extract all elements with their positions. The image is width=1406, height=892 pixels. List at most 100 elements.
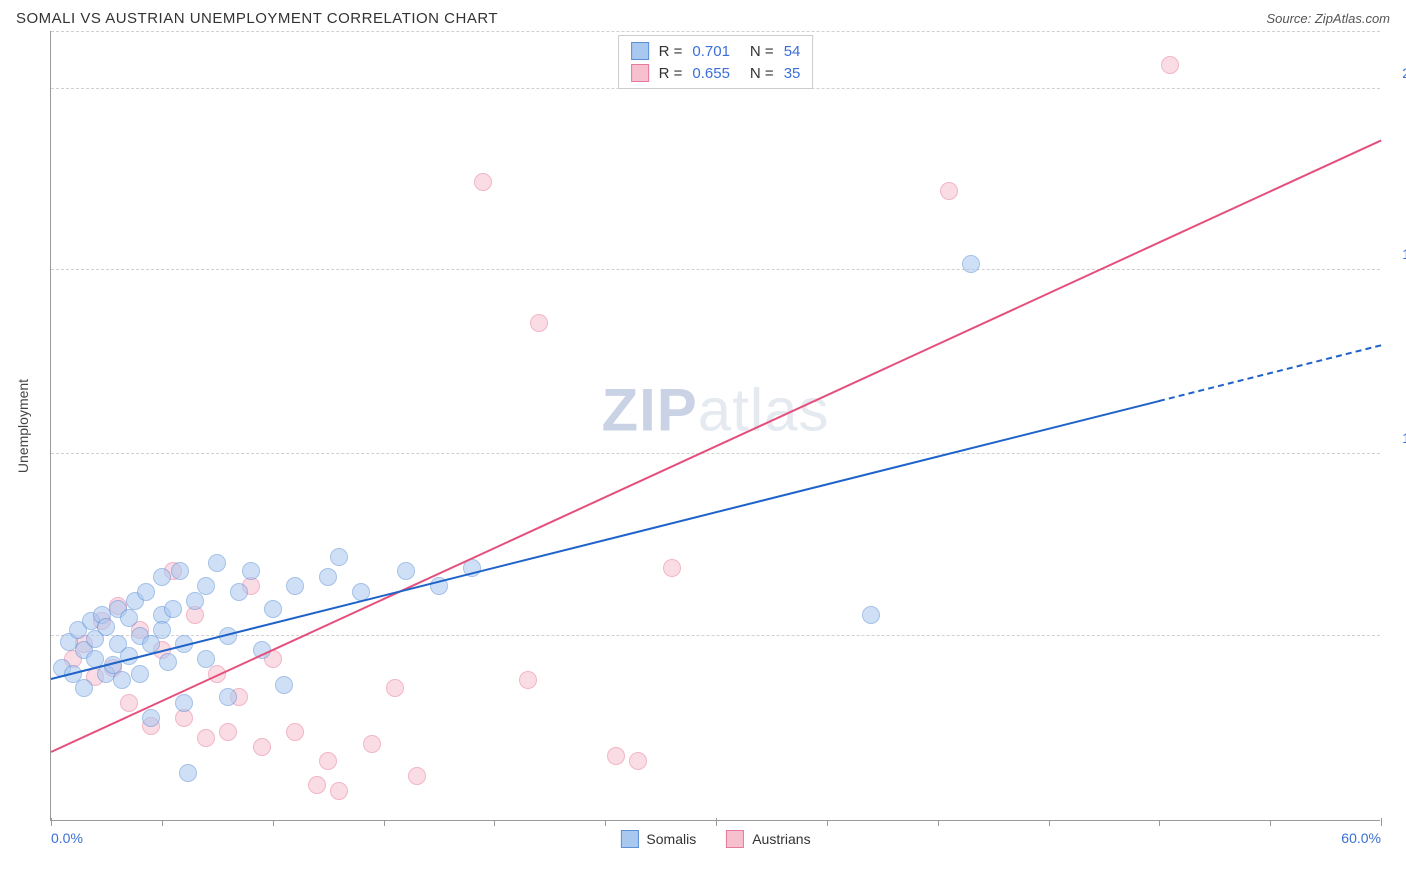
data-point [253,738,271,756]
legend-n-label: N = [750,43,774,60]
legend-swatch [620,830,638,848]
ytick-label: 25.0% [1402,65,1406,81]
data-point [75,679,93,697]
data-point [230,583,248,601]
data-point [663,559,681,577]
watermark-bold: ZIP [601,376,697,443]
data-point [530,314,548,332]
data-point [142,709,160,727]
data-point [242,562,260,580]
gridline [51,453,1380,454]
xtick-label: 0.0% [51,830,83,846]
legend-r-value: 0.701 [692,43,730,60]
data-point [175,694,193,712]
trendline [51,400,1160,680]
xtick [1270,821,1271,826]
xtick [1381,818,1382,826]
data-point [286,577,304,595]
data-point [97,618,115,636]
data-point [197,729,215,747]
xtick [162,821,163,826]
legend-r-label: R = [659,43,683,60]
legend-label: Austrians [752,831,810,847]
data-point [186,592,204,610]
data-point [330,782,348,800]
legend-n-value: 35 [784,65,801,82]
legend-n-value: 54 [784,43,801,60]
legend-item: Austrians [726,830,810,848]
ytick-label: 18.8% [1402,246,1406,262]
watermark-light: atlas [698,376,830,443]
legend-label: Somalis [646,831,696,847]
data-point [397,562,415,580]
ytick-label: 12.5% [1402,430,1406,446]
xtick [384,821,385,826]
data-point [171,562,189,580]
legend-r-label: R = [659,65,683,82]
data-point [862,606,880,624]
xtick [605,821,606,826]
data-point [219,723,237,741]
trendline [51,139,1382,752]
data-point [319,568,337,586]
plot-area: Unemployment ZIPatlas 6.3%12.5%18.8%25.0… [50,31,1380,821]
gridline [51,269,1380,270]
data-point [219,688,237,706]
data-point [264,600,282,618]
legend-swatch [726,830,744,848]
data-point [607,747,625,765]
data-point [962,255,980,273]
source-label: Source: ZipAtlas.com [1266,11,1390,26]
data-point [330,548,348,566]
data-point [474,173,492,191]
data-point [197,650,215,668]
trendline-extension [1159,344,1381,402]
data-point [120,694,138,712]
data-point [153,568,171,586]
data-point [308,776,326,794]
data-point [363,735,381,753]
legend-row: R = 0.655 N = 35 [629,62,803,84]
data-point [137,583,155,601]
data-point [153,621,171,639]
gridline [51,635,1380,636]
data-point [197,577,215,595]
xtick-label: 60.0% [1341,830,1381,846]
xtick [1049,821,1050,826]
data-point [179,764,197,782]
data-point [408,767,426,785]
legend-item: Somalis [620,830,696,848]
xtick [494,821,495,826]
xtick [273,821,274,826]
data-point [275,676,293,694]
xtick [827,821,828,826]
correlation-legend: R = 0.701 N = 54 R = 0.655 N = 35 [618,35,814,89]
data-point [1161,56,1179,74]
series-legend: Somalis Austrians [620,830,810,848]
data-point [131,665,149,683]
data-point [120,609,138,627]
xtick [938,821,939,826]
data-point [386,679,404,697]
data-point [113,671,131,689]
xtick [716,818,717,826]
gridline [51,31,1380,32]
yaxis-title: Unemployment [15,378,31,472]
title-row: SOMALI VS AUSTRIAN UNEMPLOYMENT CORRELAT… [10,10,1396,31]
data-point [319,752,337,770]
data-point [164,600,182,618]
xtick [1159,821,1160,826]
data-point [159,653,177,671]
legend-swatch [631,42,649,60]
xtick [51,818,52,826]
legend-swatch [631,64,649,82]
data-point [286,723,304,741]
data-point [208,554,226,572]
legend-n-label: N = [750,65,774,82]
legend-row: R = 0.701 N = 54 [629,40,803,62]
chart-container: SOMALI VS AUSTRIAN UNEMPLOYMENT CORRELAT… [10,10,1396,882]
chart-title: SOMALI VS AUSTRIAN UNEMPLOYMENT CORRELAT… [16,10,498,27]
data-point [940,182,958,200]
legend-r-value: 0.655 [692,65,730,82]
data-point [629,752,647,770]
